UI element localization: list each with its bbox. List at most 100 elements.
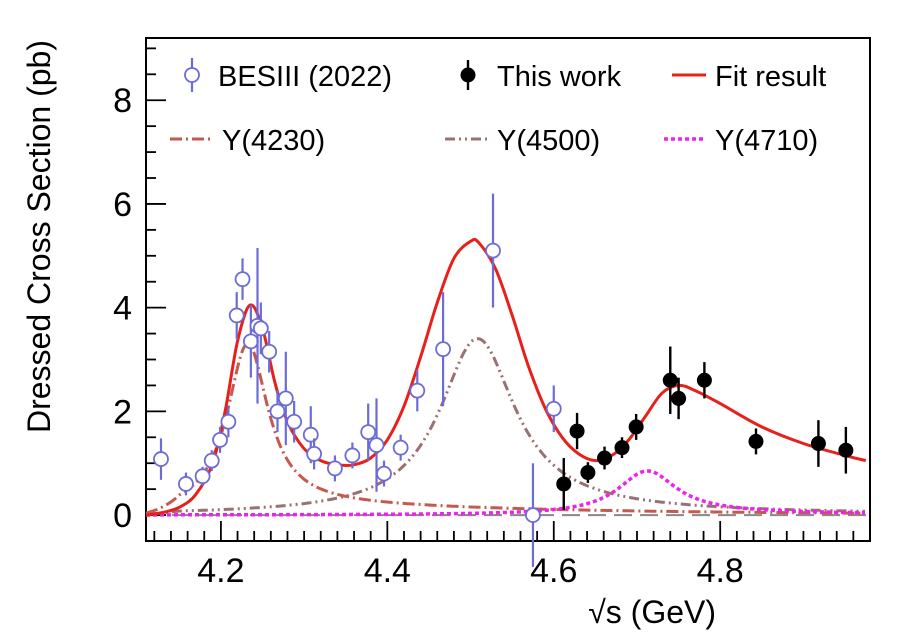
besiii-point (376, 460, 392, 487)
thiswork-point (696, 362, 712, 399)
besiii-marker (376, 465, 392, 482)
thiswork-marker (628, 419, 644, 435)
y4230-curve (145, 342, 865, 515)
besiii-marker (545, 400, 562, 417)
besiii-marker (344, 447, 361, 464)
besiii-marker (220, 413, 237, 430)
besiii-point (178, 472, 194, 496)
legend-thiswork-label: This work (497, 61, 622, 93)
thiswork-marker (569, 423, 585, 439)
thiswork-marker (597, 450, 613, 466)
besiii-marker (360, 424, 377, 441)
y-tick-label: 4 (113, 290, 132, 328)
besiii-marker (252, 320, 269, 337)
legend-y4500-label: Y(4500) (497, 125, 600, 157)
besiii-marker (228, 307, 245, 324)
legend-thiswork-marker (460, 67, 476, 83)
thiswork-point (569, 412, 585, 450)
besiii-marker (203, 452, 220, 469)
besiii-marker (153, 451, 169, 467)
besiii-marker (368, 437, 385, 453)
besiii-point (203, 450, 220, 471)
besiii-point (392, 434, 409, 461)
legend-entry-thiswork: This work (460, 60, 622, 93)
besiii-point (344, 442, 361, 469)
besiii-point (409, 369, 426, 412)
besiii-point (485, 193, 501, 308)
thiswork-marker (671, 390, 687, 406)
legend-entry-y4230: Y(4230) (170, 125, 325, 157)
y-axis-title: Dressed Cross Section (pb) (21, 40, 57, 433)
x-axis-title: √s (GeV) (588, 594, 716, 630)
thiswork-point (662, 346, 678, 414)
y4710-curve (146, 469, 865, 517)
thiswork-point (628, 413, 644, 440)
thiswork-marker (614, 440, 630, 456)
besiii-point (261, 330, 278, 373)
thiswork-marker (810, 436, 826, 452)
thiswork-point (556, 458, 572, 510)
thiswork-marker (748, 433, 764, 449)
besiii-marker (409, 382, 426, 399)
axes: 0 2 4 6 8 4.2 4.4 4.6 4.8 √s (GeV) Dressed Cross S… (21, 37, 871, 630)
legend-entry-y4710: Y(4710) (664, 125, 818, 157)
besiii-point (234, 258, 251, 300)
besiii-marker (261, 343, 278, 360)
legend-entry-fit: Fit result (672, 61, 826, 93)
besiii-marker (178, 476, 194, 492)
plot-frame (145, 37, 871, 542)
x-tick-label: 4.4 (364, 552, 411, 590)
besiii-point (368, 398, 385, 492)
fit-result-curve (145, 237, 867, 517)
thiswork-marker (580, 465, 596, 481)
besiii-point (286, 400, 303, 443)
besiii-point (360, 403, 377, 461)
thiswork-point (748, 428, 764, 455)
besiii-marker (302, 426, 319, 443)
besiii-point (545, 385, 562, 433)
thiswork-marker (838, 442, 854, 458)
besiii-marker (392, 439, 409, 456)
legend: BESIII (2022) This work Fit result Y(4230) Y… (170, 58, 826, 157)
besiii-point (269, 390, 286, 433)
besiii-point (327, 455, 343, 482)
besiii-point (153, 438, 169, 480)
legend-besiii-label: BESIII (2022) (218, 61, 392, 93)
y-tick-label: 8 (113, 82, 132, 120)
besiii-point (435, 292, 451, 407)
y-tick-label: 6 (113, 186, 132, 224)
besiii-marker (269, 403, 286, 420)
besiii-marker (234, 271, 251, 288)
besiii-point (277, 351, 294, 446)
thiswork-point (580, 462, 596, 483)
legend-besiii-marker (184, 67, 200, 83)
besiii-point (220, 406, 237, 438)
y-tick-label: 0 (113, 497, 132, 535)
y-tick-label: 2 (113, 393, 132, 431)
besiii-marker (277, 390, 294, 407)
besiii-marker (306, 445, 323, 462)
thiswork-point (671, 377, 687, 420)
thiswork-point (614, 437, 630, 459)
legend-entry-y4500: Y(4500) (445, 125, 600, 157)
thiswork-point (810, 420, 826, 467)
besiii-marker (525, 507, 541, 523)
x-tick-label: 4.8 (697, 552, 744, 590)
besiii-marker (286, 413, 303, 430)
legend-entry-besiii: BESIII (2022) (184, 58, 392, 93)
besiii-point (194, 466, 211, 486)
besiii-point (306, 438, 323, 470)
x-tick-label: 4.6 (530, 552, 577, 590)
besiii-marker (327, 460, 343, 477)
data-points (153, 193, 854, 567)
thiswork-marker (696, 372, 712, 388)
besiii-marker (435, 341, 451, 358)
besiii-point (252, 302, 269, 355)
besiii-point (525, 463, 541, 567)
curves (145, 237, 867, 517)
besiii-point (228, 292, 245, 339)
besiii-point (212, 426, 228, 453)
besiii-marker (242, 333, 259, 350)
legend-fit-label: Fit result (715, 61, 826, 93)
